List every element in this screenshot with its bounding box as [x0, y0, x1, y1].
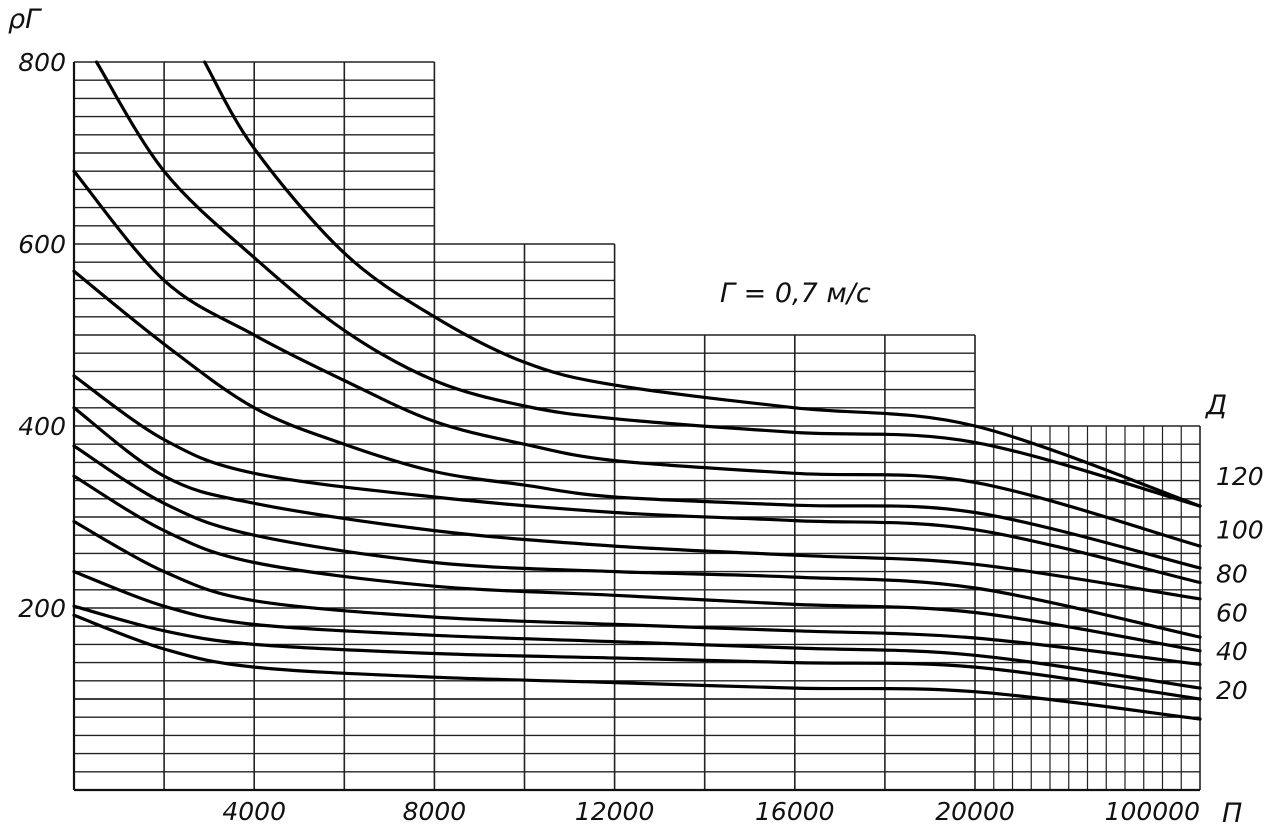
series-label: 40 — [1216, 637, 1248, 666]
x-tick-label: 100000 — [1105, 797, 1200, 825]
chart-annotation: Г = 0,7 м/с — [720, 278, 871, 309]
series-line-1 — [72, 613, 1202, 721]
x-axis-title: П — [1222, 798, 1242, 825]
series-line-5 — [72, 474, 1202, 653]
y-tick-label: 600 — [18, 230, 66, 259]
series-line-4 — [72, 519, 1202, 666]
series-line-3 — [72, 570, 1202, 690]
x-tick-labels: 4000 8000 12000 16000 20000 100000 — [222, 797, 1200, 825]
series-label: 100 — [1216, 516, 1264, 545]
y-tick-label: 800 — [18, 48, 66, 77]
x-tick-label: 20000 — [935, 797, 1015, 825]
series-line-9 — [72, 269, 1202, 570]
series-line-11 — [94, 60, 1202, 508]
chart-series — [72, 60, 1202, 721]
series-line-10 — [72, 169, 1202, 548]
x-tick-label: 16000 — [755, 797, 835, 825]
y-tick-label: 200 — [18, 594, 66, 623]
y-axis-title: ρГ — [8, 4, 42, 35]
series-label: 120 — [1216, 462, 1264, 491]
series-axis-title: Д — [1205, 390, 1227, 421]
series-label: 60 — [1216, 599, 1248, 628]
series-line-7 — [72, 406, 1202, 601]
series-line-8 — [72, 374, 1202, 585]
chart-axes — [72, 62, 1200, 792]
x-tick-label: 12000 — [575, 797, 655, 825]
y-tick-label: 400 — [18, 412, 66, 441]
series-label: 20 — [1216, 676, 1248, 705]
series-line-6 — [72, 444, 1202, 639]
series-line-2 — [72, 604, 1202, 701]
series-line-12 — [203, 60, 1202, 508]
y-tick-labels: 200 400 600 800 — [18, 48, 66, 623]
chart-grid — [74, 61, 1201, 790]
series-labels: 20 40 60 80 100 120 — [1216, 462, 1264, 705]
series-label: 80 — [1216, 559, 1248, 588]
x-tick-label: 4000 — [222, 797, 286, 825]
x-tick-label: 8000 — [403, 797, 467, 825]
